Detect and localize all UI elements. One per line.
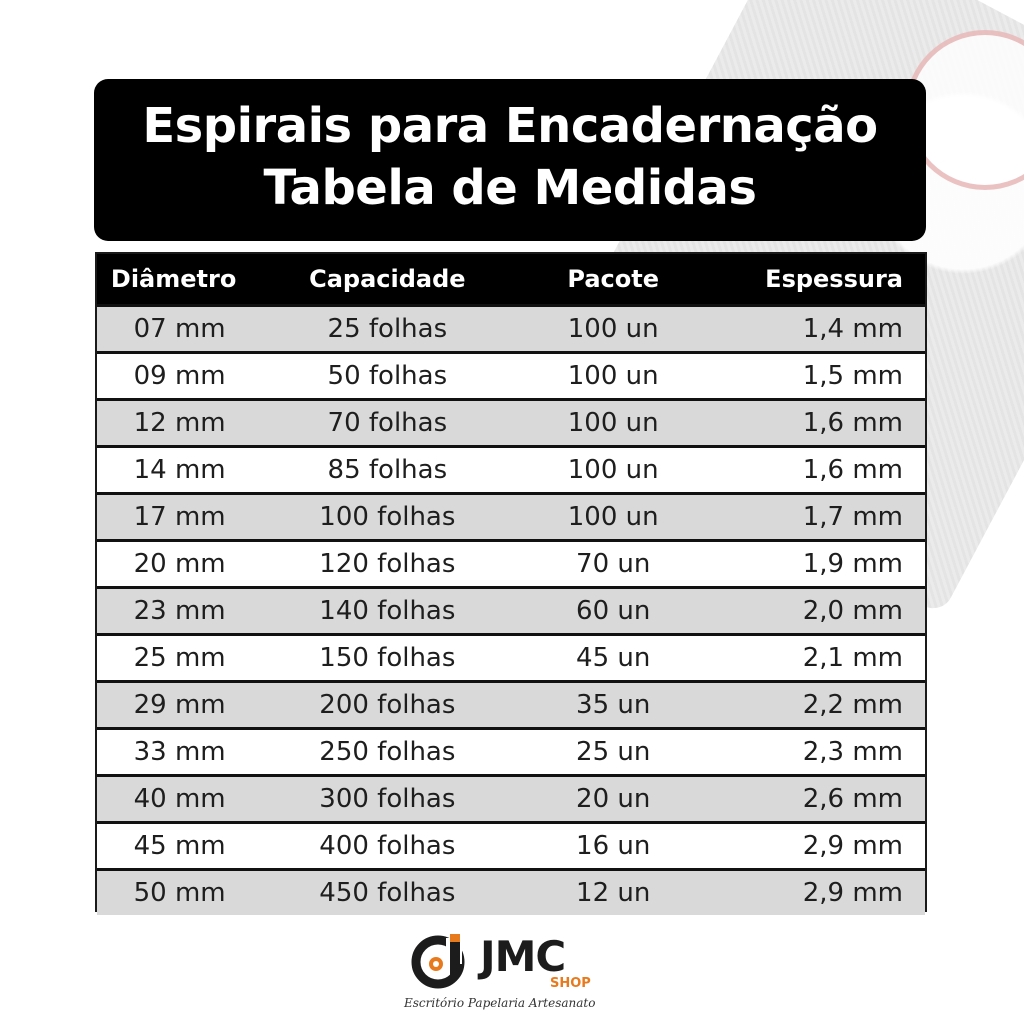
header-diametro: Diâmetro [97, 254, 251, 306]
cell-espessura: 2,6 mm [701, 774, 925, 823]
cell-capacidade: 250 folhas [250, 727, 525, 776]
table-row: 07 mm 25 folhas 100 un 1,4 mm [97, 304, 925, 353]
cell-diametro: 23 mm [97, 586, 251, 635]
cell-espessura: 2,0 mm [701, 586, 925, 635]
cell-capacidade: 150 folhas [250, 633, 525, 682]
cell-pacote: 35 un [524, 680, 702, 729]
cell-diametro: 09 mm [97, 351, 251, 400]
cell-pacote: 45 un [524, 633, 702, 682]
table-row: 29 mm 200 folhas 35 un 2,2 mm [97, 680, 925, 729]
cell-capacidade: 300 folhas [250, 774, 525, 823]
cell-pacote: 100 un [524, 351, 702, 400]
cell-diametro: 12 mm [97, 398, 251, 447]
cell-diametro: 25 mm [97, 633, 251, 682]
cell-pacote: 12 un [524, 868, 702, 915]
cell-espessura: 1,4 mm [701, 304, 925, 353]
cell-capacidade: 25 folhas [250, 304, 525, 353]
cell-diametro: 40 mm [97, 774, 251, 823]
logo-tagline: Escritório Papelaria Artesanato [404, 996, 596, 1010]
cell-pacote: 60 un [524, 586, 702, 635]
cell-pacote: 70 un [524, 539, 702, 588]
title-line-1: Espirais para Encadernação [142, 98, 878, 154]
table-row: 40 mm 300 folhas 20 un 2,6 mm [97, 774, 925, 823]
cell-diametro: 29 mm [97, 680, 251, 729]
table-row: 17 mm 100 folhas 100 un 1,7 mm [97, 492, 925, 541]
measurements-table: Diâmetro Capacidade Pacote Espessura 07 … [95, 252, 927, 915]
cell-espessura: 1,5 mm [701, 351, 925, 400]
cell-diametro: 14 mm [97, 445, 251, 494]
table-row: 09 mm 50 folhas 100 un 1,5 mm [97, 351, 925, 400]
table-row: 25 mm 150 folhas 45 un 2,1 mm [97, 633, 925, 682]
logo-sub: SHOP [550, 976, 591, 991]
cell-pacote: 100 un [524, 304, 702, 353]
cell-pacote: 100 un [524, 398, 702, 447]
cell-diametro: 07 mm [97, 304, 251, 353]
table-header-row: Diâmetro Capacidade Pacote Espessura [97, 254, 925, 306]
cell-espessura: 2,1 mm [701, 633, 925, 682]
cell-capacidade: 85 folhas [250, 445, 525, 494]
table-row: 14 mm 85 folhas 100 un 1,6 mm [97, 445, 925, 494]
cell-capacidade: 400 folhas [250, 821, 525, 870]
cell-capacidade: 450 folhas [250, 868, 525, 915]
cell-capacidade: 100 folhas [250, 492, 525, 541]
table-row: 12 mm 70 folhas 100 un 1,6 mm [97, 398, 925, 447]
title-line-2: Tabela de Medidas [263, 160, 758, 216]
logo-mark-icon [411, 934, 465, 989]
jmc-shop-logo: JMC SHOP Escritório Papelaria Artesanato [404, 932, 630, 1012]
cell-pacote: 25 un [524, 727, 702, 776]
cell-pacote: 100 un [524, 445, 702, 494]
header-espessura: Espessura [701, 254, 925, 306]
cell-diametro: 33 mm [97, 727, 251, 776]
cell-espessura: 2,9 mm [701, 821, 925, 870]
table-row: 33 mm 250 folhas 25 un 2,3 mm [97, 727, 925, 776]
cell-capacidade: 200 folhas [250, 680, 525, 729]
table-row: 20 mm 120 folhas 70 un 1,9 mm [97, 539, 925, 588]
cell-pacote: 16 un [524, 821, 702, 870]
cell-espessura: 2,9 mm [701, 868, 925, 915]
header-pacote: Pacote [524, 254, 702, 306]
table-row: 23 mm 140 folhas 60 un 2,0 mm [97, 586, 925, 635]
cell-diametro: 50 mm [97, 868, 251, 915]
logo-name: JMC [480, 932, 566, 981]
cell-espessura: 2,2 mm [701, 680, 925, 729]
header-capacidade: Capacidade [250, 254, 525, 306]
cell-capacidade: 120 folhas [250, 539, 525, 588]
cell-espessura: 1,9 mm [701, 539, 925, 588]
title-banner: Espirais para Encadernação Tabela de Med… [94, 79, 926, 241]
cell-pacote: 20 un [524, 774, 702, 823]
cell-espessura: 1,6 mm [701, 398, 925, 447]
cell-espessura: 2,3 mm [701, 727, 925, 776]
cell-capacidade: 50 folhas [250, 351, 525, 400]
cell-capacidade: 70 folhas [250, 398, 525, 447]
cell-espessura: 1,7 mm [701, 492, 925, 541]
table-row: 45 mm 400 folhas 16 un 2,9 mm [97, 821, 925, 870]
cell-diametro: 20 mm [97, 539, 251, 588]
table-row: 50 mm 450 folhas 12 un 2,9 mm [97, 868, 925, 915]
cell-espessura: 1,6 mm [701, 445, 925, 494]
cell-diametro: 45 mm [97, 821, 251, 870]
cell-diametro: 17 mm [97, 492, 251, 541]
cell-capacidade: 140 folhas [250, 586, 525, 635]
cell-pacote: 100 un [524, 492, 702, 541]
